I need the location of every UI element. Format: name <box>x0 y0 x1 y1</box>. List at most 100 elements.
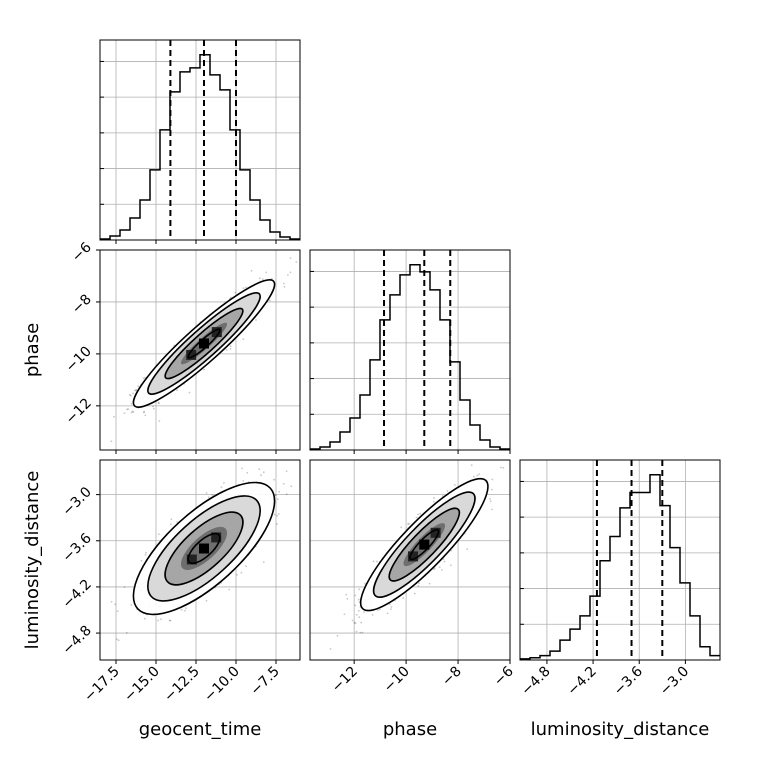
sample-point <box>114 603 117 606</box>
sample-point <box>211 494 214 496</box>
ytick-label-phase-3: −12 <box>63 395 95 427</box>
sample-point <box>180 608 183 611</box>
density-peak-cell <box>199 338 209 349</box>
sample-point <box>129 393 131 396</box>
histogram-luminosity-distance <box>519 459 721 661</box>
sample-point <box>351 619 354 622</box>
contour-inner <box>187 328 221 359</box>
sample-point <box>157 619 159 622</box>
sample-point <box>372 560 375 563</box>
hist-step-phase <box>310 264 510 450</box>
sample-point <box>220 486 223 489</box>
hist-steps-phase <box>310 264 510 450</box>
sample-point <box>353 621 356 624</box>
sample-point <box>123 586 126 588</box>
sample-point <box>450 564 452 567</box>
sample-point <box>417 513 419 516</box>
hist-step-geocent_time <box>100 54 300 240</box>
sample-point <box>229 345 232 348</box>
frame-scatter-lum-geocent <box>99 459 301 661</box>
quantile-lines-phase <box>383 250 452 450</box>
sample-point <box>454 484 456 486</box>
sample-point <box>140 559 143 562</box>
sample-point <box>158 402 160 405</box>
sample-point <box>354 622 357 625</box>
sample-point <box>354 594 357 597</box>
hist-step-luminosity_distance <box>520 474 720 660</box>
sample-point <box>489 498 491 500</box>
sample-point <box>144 554 147 556</box>
ylabel-phase: phase <box>22 323 43 377</box>
density-peak-cell <box>419 539 430 550</box>
ytick-label-lum-2: −4.2 <box>59 576 94 611</box>
grid-hist-geocent <box>100 40 300 240</box>
density-peak-cell <box>211 532 222 543</box>
ytick-label-lum-1: −3.6 <box>59 530 94 565</box>
sample-point <box>389 603 391 606</box>
sample-point <box>134 389 136 392</box>
sample-point <box>234 291 237 294</box>
sample-point <box>260 474 262 477</box>
sample-point <box>250 269 253 272</box>
sample-point <box>275 494 277 496</box>
sample-point <box>130 411 133 414</box>
sample-point <box>129 394 132 397</box>
xtick-label-bottom-lum-3: −3.0 <box>657 664 692 699</box>
contours-lum-phase <box>359 477 489 612</box>
sample-point <box>357 609 360 612</box>
sample-point <box>236 573 238 576</box>
sample-point <box>131 410 134 413</box>
sample-point <box>230 296 232 299</box>
sample-point <box>285 470 288 472</box>
sample-point <box>407 523 409 526</box>
sample-point <box>489 500 492 503</box>
sample-point <box>433 567 436 570</box>
sample-point <box>428 582 431 585</box>
contour-inner <box>409 529 440 561</box>
xtick-label-bottom-phase-1: −10 <box>381 664 413 696</box>
xtick-label-bottom-lum-0: −4.8 <box>518 664 553 699</box>
sample-point <box>142 377 145 380</box>
sample-point <box>432 568 435 571</box>
xtick-label-bottom-geocent-2: −12.5 <box>161 664 203 706</box>
xtick-label-bottom-phase-0: −12 <box>329 664 361 696</box>
sample-point <box>502 466 505 469</box>
sample-point <box>158 533 160 536</box>
sample-point <box>225 349 228 351</box>
sample-point <box>168 619 171 622</box>
sample-point <box>491 508 493 511</box>
sample-point <box>417 585 420 587</box>
ytick-label-phase-1: −8 <box>69 291 95 317</box>
sample-point <box>245 286 247 289</box>
histogram-phase <box>309 249 511 451</box>
sample-point <box>188 391 191 394</box>
sample-point <box>329 648 332 650</box>
sample-point <box>203 368 206 371</box>
sample-point <box>170 523 172 526</box>
sample-point <box>262 471 265 474</box>
frame-hist-geocent <box>99 39 301 241</box>
quantile-lines-lum <box>595 460 664 660</box>
sample-point <box>415 516 418 519</box>
sample-point <box>123 412 126 414</box>
frame-scatter-lum-phase <box>309 459 511 661</box>
sample-point <box>228 588 231 591</box>
sample-point <box>130 603 133 606</box>
quantile-lines-geocent <box>169 40 237 240</box>
density-peak-cell <box>430 527 441 538</box>
sample-point <box>242 287 245 290</box>
sample-point <box>289 271 292 274</box>
sample-point <box>143 410 145 413</box>
sample-point <box>466 548 469 551</box>
sample-point <box>223 482 225 484</box>
sample-point <box>130 403 133 405</box>
sample-point <box>295 261 298 263</box>
sample-point <box>117 639 120 642</box>
sample-point <box>359 631 362 634</box>
sample-point <box>262 561 265 563</box>
sample-point <box>402 597 404 599</box>
sample-point <box>285 493 288 496</box>
sample-point <box>125 632 128 634</box>
density-peak-cell <box>186 554 197 565</box>
